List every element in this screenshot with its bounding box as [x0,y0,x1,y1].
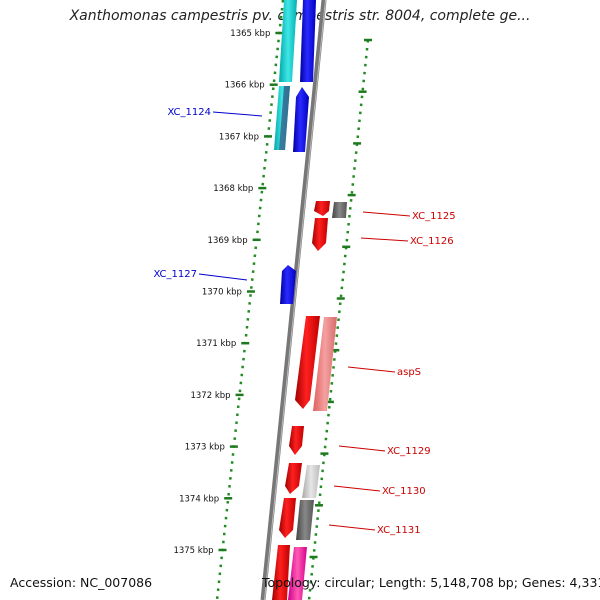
gene-label-xc1127[interactable]: XC_1127 [153,269,197,280]
gene-block-lgray-xc1130 [302,465,320,498]
gene-block-xc1129 [289,426,304,455]
tick-label: 1365 kbp [230,29,270,39]
leader-xc1126 [360,237,409,242]
gene-block-gray-xc1124 [279,86,290,150]
tick-label: 1368 kbp [213,184,253,194]
gene-label-xc1130[interactable]: XC_1130 [382,486,426,497]
tick-label: 1369 kbp [208,236,248,246]
gene-block-xc1124 [293,87,309,152]
tick-marks [218,31,372,559]
map-title: Xanthomonas campestris pv. campestris st… [69,8,531,24]
tick-label: 1372 kbp [190,391,230,401]
topology-stats-text: Topology: circular; Length: 5,148,708 bp… [262,575,600,590]
gene-label-xc1124[interactable]: XC_1124 [167,107,211,118]
gene-block-gray-xc1125 [332,202,347,218]
gene-block-gray-xc1131 [296,500,314,540]
tick-label: 1374 kbp [179,494,219,504]
gene-label-xc1126[interactable]: XC_1126 [410,236,454,247]
gene-block-xc1130 [285,463,302,494]
leader-xc1129 [338,445,386,452]
backbone-highlight [264,0,326,600]
backbone-line [260,0,327,600]
leader-xc1127 [198,273,248,281]
tick-label: 1370 kbp [202,288,242,298]
tick-label: 1367 kbp [219,132,259,142]
tick-label: 1373 kbp [185,443,225,453]
gc-dotted-ring-outer [307,39,370,600]
gene-block-red-bottom [272,545,290,600]
tick-label: 1371 kbp [196,339,236,349]
gene-block-xc1126 [312,218,328,251]
gene-block-xc1131 [279,498,296,538]
gene-label-xc1131[interactable]: XC_1131 [377,525,421,536]
gene-label-asps[interactable]: aspS [397,367,421,378]
tick-label: 1366 kbp [225,81,265,91]
tick-labels: 1365 kbp 1366 kbp 1367 kbp 1368 kbp 1369 kbp… [173,29,270,556]
tick-label: 1375 kbp [173,546,213,556]
gene-label-xc1125[interactable]: XC_1125 [412,211,456,222]
leader-xc1125 [362,211,411,217]
gene-block-xc1127 [280,265,296,304]
gene-block-blue-top [300,0,316,82]
leader-xc1124 [212,111,263,117]
leader-asps [347,366,396,373]
accession-text: Accession: NC_007086 [10,575,153,590]
gene-block-xc1125 [314,201,330,216]
gene-block-magenta-bottom [288,547,307,600]
gene-label-xc1129[interactable]: XC_1129 [387,446,431,457]
leader-xc1130 [333,485,381,492]
leader-xc1131 [328,524,376,531]
gene-block-asps [295,316,320,409]
gene-block-cyan-top [279,0,297,82]
gene-block-asps-pink [313,317,337,411]
